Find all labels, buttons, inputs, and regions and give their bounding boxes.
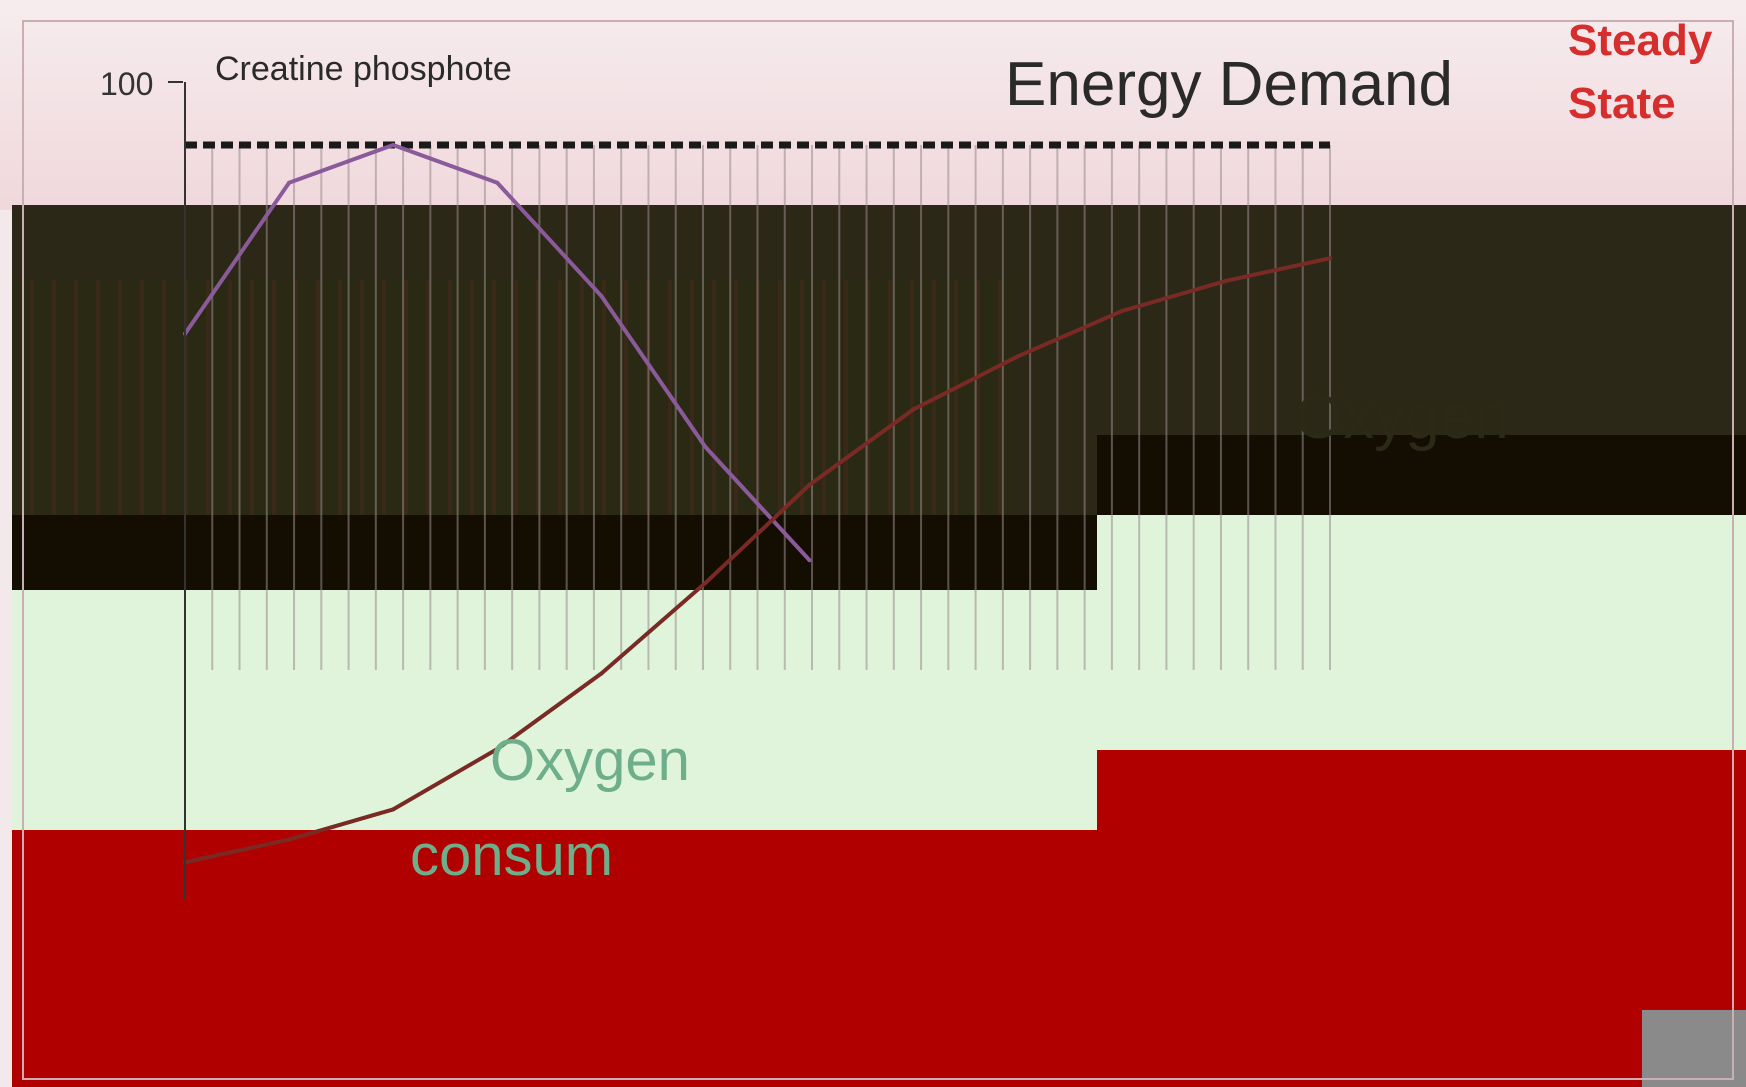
light-green-band-right (1097, 515, 1746, 595)
data-point (287, 837, 292, 842)
data-point (599, 294, 604, 298)
data-point (703, 580, 708, 585)
series-line-creatine (183, 143, 812, 562)
oxygen-consumption-label-line2: consum (410, 823, 613, 888)
data-point (391, 807, 396, 812)
oxygen-consumption-label-line1: Oxygen (490, 728, 690, 793)
red-band-upper (1097, 750, 1746, 830)
steady-state-line2: State (1568, 79, 1676, 128)
chart-title: Energy Demand (1005, 50, 1453, 119)
black-band-right (1097, 435, 1746, 515)
series-label-creatine: Creatine phosphote (215, 50, 512, 88)
data-point (599, 671, 604, 676)
data-point (287, 180, 292, 185)
data-point (911, 407, 916, 412)
chart-frame (22, 20, 1734, 1080)
top-pink-band (0, 0, 1746, 210)
data-point (807, 482, 812, 487)
data-point (1015, 354, 1020, 359)
data-point (391, 143, 396, 147)
data-point (1223, 278, 1228, 283)
data-point (703, 445, 708, 449)
black-band (12, 515, 1097, 590)
gray-block (1642, 1010, 1746, 1087)
data-point (1119, 309, 1124, 314)
data-point (807, 558, 812, 563)
data-point (495, 747, 500, 751)
series-group (183, 143, 1332, 865)
data-point (495, 180, 500, 185)
y-tick-label: 100 (100, 66, 153, 102)
series-line-oxygen (184, 256, 1331, 865)
grid-lines (184, 145, 1331, 670)
red-band (12, 830, 1746, 1087)
series-label-oxygen: Oxygen (1295, 383, 1509, 452)
data-point (1328, 256, 1332, 261)
steady-state-line1: Steady (1568, 16, 1713, 65)
